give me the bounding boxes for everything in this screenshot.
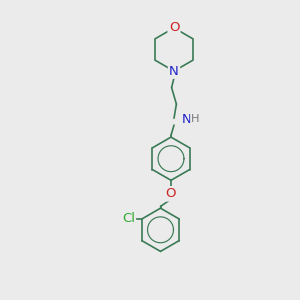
Text: H: H bbox=[191, 114, 200, 124]
Text: N: N bbox=[182, 112, 191, 126]
Text: Cl: Cl bbox=[122, 212, 135, 226]
Text: O: O bbox=[166, 187, 176, 200]
Text: O: O bbox=[169, 21, 179, 34]
Text: N: N bbox=[169, 64, 179, 78]
